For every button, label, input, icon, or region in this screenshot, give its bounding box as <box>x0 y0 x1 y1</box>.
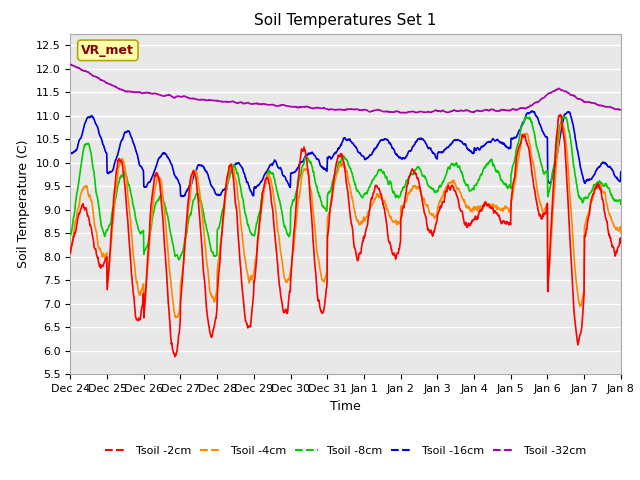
Title: Soil Temperatures Set 1: Soil Temperatures Set 1 <box>255 13 436 28</box>
Y-axis label: Soil Temperature (C): Soil Temperature (C) <box>17 140 30 268</box>
X-axis label: Time: Time <box>330 400 361 413</box>
Text: VR_met: VR_met <box>81 44 134 57</box>
Legend: Tsoil -2cm, Tsoil -4cm, Tsoil -8cm, Tsoil -16cm, Tsoil -32cm: Tsoil -2cm, Tsoil -4cm, Tsoil -8cm, Tsoi… <box>100 441 591 460</box>
